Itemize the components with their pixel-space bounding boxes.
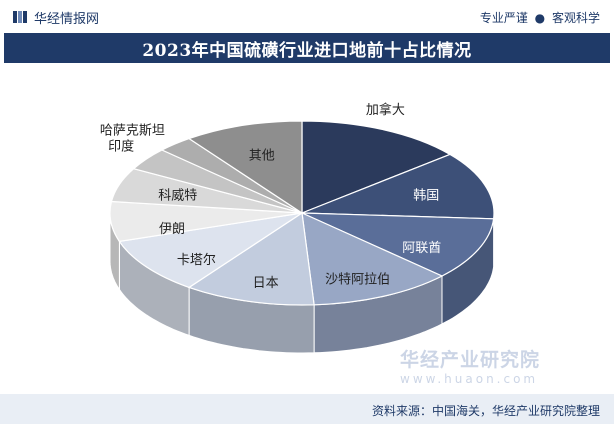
watermark: 华经产业研究院 www.huaon.com — [400, 345, 540, 386]
pie-slice-4 — [187, 211, 315, 306]
slice-label-10: 其他 — [249, 149, 275, 164]
slice-label-4: 日本 — [253, 276, 279, 291]
slice-label-6: 伊朗 — [159, 222, 185, 237]
pie-slices — [109, 120, 495, 306]
pie-slice-0 — [301, 120, 452, 214]
watermark-title: 华经产业研究院 — [400, 349, 541, 371]
slogan-left: 专业严谨 — [479, 11, 528, 25]
footer: 资料来源：中国海关，华经产业研究院整理 — [0, 394, 614, 424]
pie-slice-1 — [301, 153, 495, 220]
slice-label-5: 卡塔尔 — [177, 253, 216, 268]
slogan-separator: ● — [534, 11, 546, 25]
slice-label-3: 沙特阿拉伯 — [325, 273, 390, 288]
brand-logo-icon — [13, 11, 27, 23]
chart-area: 加拿大韩国阿联酋沙特阿拉伯 日本 卡塔尔 伊朗 科威特 印度 哈萨克斯坦其他 — [0, 63, 614, 393]
slogan-right: 客观科学 — [551, 11, 600, 25]
chart-title: 2023年中国硫磺行业进口地前十占比情况 — [142, 40, 472, 61]
pie-slice-3 — [301, 212, 444, 306]
watermark-url: www.huaon.com — [400, 372, 539, 386]
slice-label-2: 阿联酋 — [402, 240, 441, 256]
slice-label-8: 印度 — [108, 139, 134, 155]
source-note: 资料来源：中国海关，华经产业研究院整理 — [371, 404, 600, 418]
brand-name: 华经情报网 — [34, 11, 100, 27]
top-bar: 华经情报网 专业严谨 ● 客观科学 — [0, 0, 614, 33]
pie-slice-2 — [301, 212, 495, 277]
brand: 华经情报网 — [12, 8, 100, 27]
pie-slice-5 — [118, 212, 303, 289]
chart-title-bar: 2023年中国硫磺行业进口地前十占比情况 — [4, 33, 610, 63]
slice-label-0: 加拿大 — [366, 102, 405, 118]
slice-label-7: 科威特 — [158, 189, 197, 204]
slice-label-9: 哈萨克斯坦 — [100, 124, 165, 139]
slogan: 专业严谨 ● 客观科学 — [480, 9, 600, 26]
pie-slice-10 — [187, 120, 303, 215]
slice-label-1: 韩国 — [413, 189, 439, 204]
